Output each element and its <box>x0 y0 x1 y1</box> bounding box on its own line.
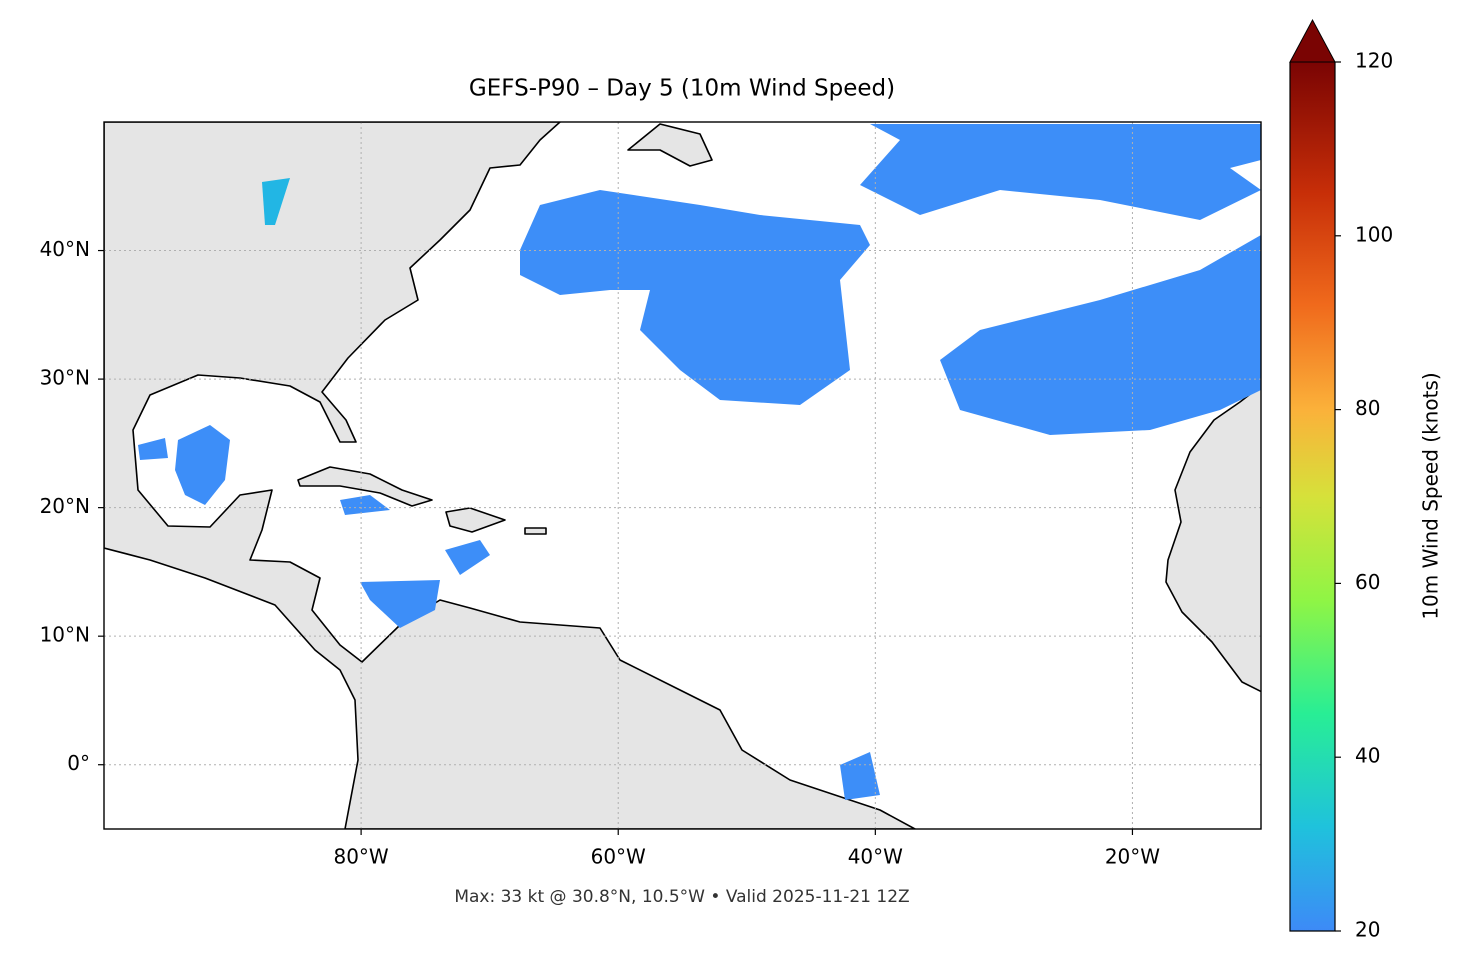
colorbar-tick-label: 120 <box>1355 49 1393 73</box>
newfoundland <box>627 123 713 167</box>
colorbar-tick-label: 20 <box>1355 918 1380 942</box>
colorbar-frame <box>1289 62 1336 932</box>
y-tick-label: 10°N <box>40 623 90 647</box>
colorbar-label: 10m Wind Speed (knots) <box>1419 372 1443 619</box>
x-tick-label: 20°W <box>1105 845 1160 869</box>
y-tick-label: 20°N <box>40 494 90 518</box>
hispaniola <box>445 507 506 533</box>
x-tick-label: 60°W <box>591 845 646 869</box>
africa <box>1165 384 1261 693</box>
plot-frame <box>103 121 1262 830</box>
wind-field <box>138 438 168 460</box>
colorbar-tick-label: 100 <box>1355 222 1393 246</box>
wind-field <box>262 178 290 225</box>
y-tick-label: 0° <box>67 751 90 775</box>
colorbar-tick-label: 60 <box>1355 570 1380 594</box>
wind-field <box>340 495 390 515</box>
y-tick-label: 30°N <box>40 366 90 390</box>
wind-field <box>840 752 880 800</box>
x-tick-label: 40°W <box>848 845 903 869</box>
colorbar-extend <box>1289 18 1336 63</box>
wind-field <box>940 235 1261 435</box>
map-area <box>104 122 1261 829</box>
chart-title: GEFS-P90 – Day 5 (10m Wind Speed) <box>469 76 895 102</box>
y-tick-label: 40°N <box>40 237 90 261</box>
wind-field <box>360 580 440 628</box>
colorbar-tick-label: 80 <box>1355 396 1380 420</box>
puerto-rico <box>524 527 547 535</box>
colorbar-tick-label: 40 <box>1355 744 1380 768</box>
americas <box>104 122 916 829</box>
wind-field <box>445 540 490 575</box>
x-tick-label: 80°W <box>333 845 388 869</box>
colorbar <box>1290 62 1335 931</box>
wind-field <box>520 190 870 405</box>
wind-field <box>175 425 230 505</box>
cuba <box>297 466 433 507</box>
wind-field <box>860 124 1261 220</box>
footnote: Max: 33 kt @ 30.8°N, 10.5°W • Valid 2025… <box>454 887 909 907</box>
